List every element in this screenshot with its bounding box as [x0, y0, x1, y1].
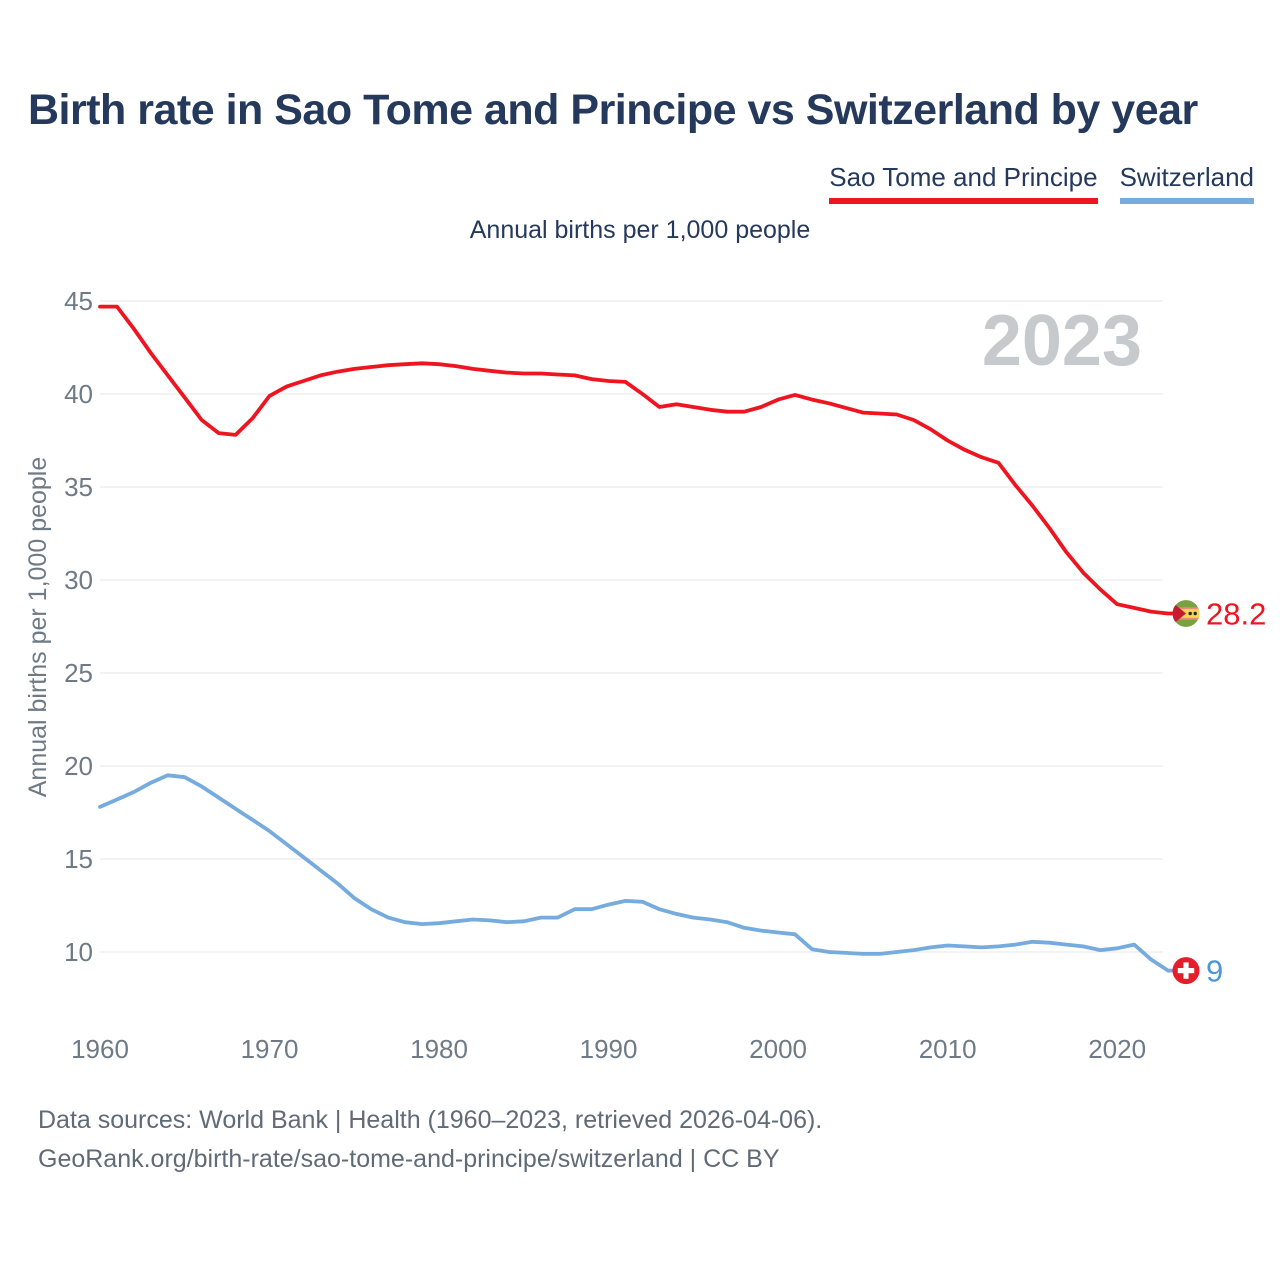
gridlines: [100, 300, 1163, 953]
switzerland-flag-icon: [1172, 957, 1200, 985]
series-switzerland: [98, 773, 1182, 973]
footer-attribution: GeoRank.org/birth-rate/sao-tome-and-prin…: [38, 1145, 780, 1173]
series-sao-tome-and-principe: [98, 304, 1182, 616]
line-switzerland: [98, 773, 1182, 973]
chart-subtitle: Annual births per 1,000 people: [469, 216, 811, 244]
page-title: Birth rate in Sao Tome and Principe vs S…: [28, 86, 1198, 134]
x-tick-label: 1980: [410, 1034, 468, 1064]
y-tick-label: 15: [64, 844, 93, 874]
end-value-sao-tome: 28.2: [1206, 597, 1266, 632]
x-tick-label: 2020: [1088, 1034, 1146, 1064]
x-axis-ticks: 1960 1970 1980 1990 2000 2010 2020: [71, 1034, 1146, 1064]
footer-sources: Data sources: World Bank | Health (1960–…: [38, 1106, 823, 1134]
chart-legend: Sao Tome and Principe Switzerland: [829, 162, 1254, 204]
line-sao-tome: [98, 304, 1182, 616]
watermark-year: 2023: [982, 301, 1142, 381]
y-tick-label: 20: [64, 751, 93, 781]
y-axis-ticks: 10 15 20 25 30 35 40 45: [64, 286, 93, 967]
x-tick-label: 1960: [71, 1034, 129, 1064]
footer: Data sources: World Bank | Health (1960–…: [38, 1101, 822, 1179]
end-value-switzerland: 9: [1206, 954, 1223, 989]
x-tick-label: 2000: [749, 1034, 807, 1064]
x-tick-label: 2010: [919, 1034, 977, 1064]
y-tick-label: 40: [64, 379, 93, 409]
sao-tome-flag-icon: [1172, 600, 1200, 627]
y-tick-label: 30: [64, 565, 93, 595]
legend-item-switzerland: Switzerland: [1119, 162, 1254, 204]
x-tick-label: 1970: [241, 1034, 299, 1064]
y-tick-label: 35: [64, 472, 93, 502]
y-tick-label: 25: [64, 658, 93, 688]
x-tick-label: 1990: [580, 1034, 638, 1064]
y-axis-label: Annual births per 1,000 people: [24, 457, 52, 798]
y-tick-label: 10: [64, 937, 93, 967]
legend-item-sao-tome: Sao Tome and Principe: [829, 162, 1098, 204]
y-tick-label: 45: [64, 286, 93, 316]
